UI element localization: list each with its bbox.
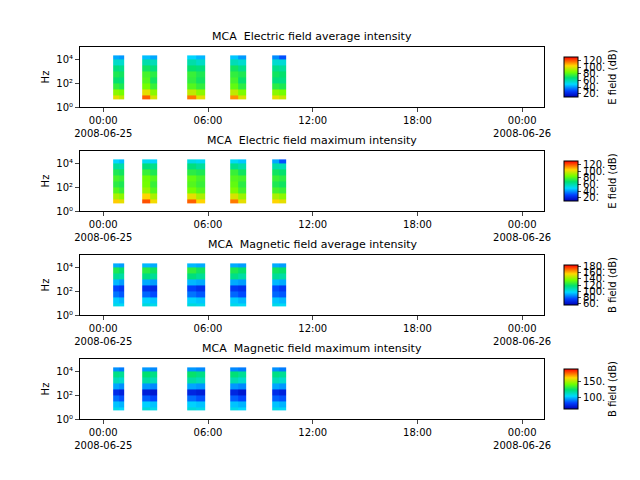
svg-text:00:002008-06-25: 00:002008-06-25: [74, 427, 132, 451]
svg-text:10²: 10²: [56, 286, 73, 297]
svg-text:12:00: 12:00: [298, 219, 327, 230]
svg-text:E field (dB): E field (dB): [607, 49, 618, 104]
svg-text:100.: 100.: [583, 166, 605, 177]
svg-text:06:00: 06:00: [194, 219, 223, 230]
svg-text:12:00: 12:00: [298, 323, 327, 334]
svg-text:E field (dB): E field (dB): [607, 153, 618, 208]
svg-text:Hz: Hz: [40, 279, 51, 292]
svg-text:MCA Electric field average in: MCA Electric field average intensity: [212, 30, 412, 43]
svg-text:180.: 180.: [583, 261, 605, 272]
svg-text:10⁰: 10⁰: [56, 310, 73, 321]
svg-text:10²: 10²: [56, 182, 73, 193]
svg-text:00:002008-06-25: 00:002008-06-25: [74, 115, 132, 139]
svg-text:18:00: 18:00: [403, 427, 432, 438]
svg-text:B field (dB): B field (dB): [607, 257, 618, 313]
svg-text:06:00: 06:00: [194, 323, 223, 334]
svg-text:60.: 60.: [583, 179, 599, 190]
svg-text:10⁴: 10⁴: [56, 262, 73, 273]
svg-text:Hz: Hz: [40, 383, 51, 396]
svg-text:06:00: 06:00: [194, 427, 223, 438]
svg-text:00:002008-06-25: 00:002008-06-25: [74, 219, 132, 243]
svg-text:10⁴: 10⁴: [56, 366, 73, 377]
svg-text:120.: 120.: [583, 280, 605, 291]
svg-text:40.: 40.: [583, 82, 599, 93]
svg-text:10⁰: 10⁰: [56, 206, 73, 217]
svg-text:150.: 150.: [583, 376, 605, 387]
svg-text:10⁰: 10⁰: [56, 102, 73, 113]
svg-text:100.: 100.: [583, 286, 605, 297]
svg-text:00:002008-06-26: 00:002008-06-26: [493, 115, 551, 139]
svg-text:06:00: 06:00: [194, 115, 223, 126]
svg-text:12:00: 12:00: [298, 115, 327, 126]
svg-text:60.: 60.: [583, 75, 599, 86]
svg-text:10²: 10²: [56, 78, 73, 89]
svg-text:00:002008-06-25: 00:002008-06-25: [74, 323, 132, 347]
svg-text:18:00: 18:00: [403, 115, 432, 126]
svg-text:B field (dB): B field (dB): [607, 361, 618, 417]
svg-text:100.: 100.: [583, 62, 605, 73]
svg-text:120.: 120.: [583, 55, 605, 66]
svg-text:80.: 80.: [583, 292, 599, 303]
svg-text:00:002008-06-26: 00:002008-06-26: [493, 323, 551, 347]
svg-text:20.: 20.: [583, 192, 599, 203]
svg-text:00:002008-06-26: 00:002008-06-26: [493, 219, 551, 243]
svg-text:40.: 40.: [583, 186, 599, 197]
svg-text:Hz: Hz: [40, 71, 51, 84]
svg-text:100.: 100.: [583, 392, 605, 403]
svg-text:10⁰: 10⁰: [56, 414, 73, 425]
svg-text:160.: 160.: [583, 267, 605, 278]
svg-text:60.: 60.: [583, 298, 599, 309]
svg-text:00:002008-06-26: 00:002008-06-26: [493, 427, 551, 451]
svg-text:120.: 120.: [583, 159, 605, 170]
svg-text:MCA Magnetic field maximum in: MCA Magnetic field maximum intensity: [202, 342, 422, 355]
svg-text:10⁴: 10⁴: [56, 158, 73, 169]
svg-text:20.: 20.: [583, 88, 599, 99]
svg-text:MCA Magnetic field average in: MCA Magnetic field average intensity: [208, 238, 417, 251]
svg-text:80.: 80.: [583, 68, 599, 79]
svg-text:80.: 80.: [583, 172, 599, 183]
svg-text:140.: 140.: [583, 273, 605, 284]
svg-text:MCA Electric field maximum in: MCA Electric field maximum intensity: [207, 134, 417, 147]
svg-text:10⁴: 10⁴: [56, 54, 73, 65]
svg-text:18:00: 18:00: [403, 219, 432, 230]
svg-text:Hz: Hz: [40, 175, 51, 188]
svg-text:18:00: 18:00: [403, 323, 432, 334]
svg-text:10²: 10²: [56, 390, 73, 401]
svg-text:12:00: 12:00: [298, 427, 327, 438]
